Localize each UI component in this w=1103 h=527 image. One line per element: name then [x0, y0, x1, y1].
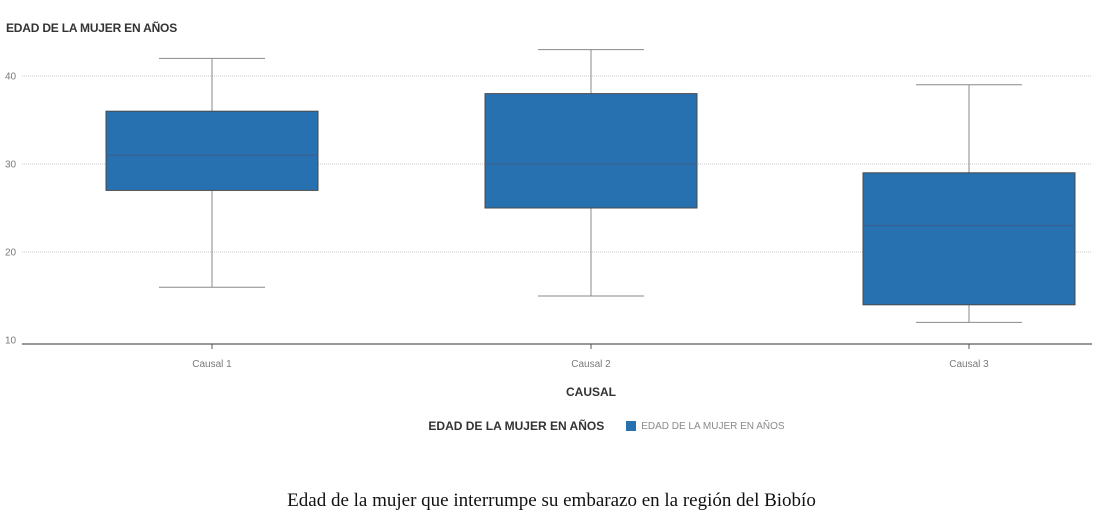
iqr-box: [484, 93, 698, 209]
legend-item-label[interactable]: EDAD DE LA MUJER EN AÑOS: [641, 420, 785, 432]
figure-caption: Edad de la mujer que interrumpe su embar…: [287, 490, 816, 511]
legend-swatch[interactable]: [626, 421, 637, 431]
y-tick-label: 10: [5, 336, 17, 347]
y-tick-label: 40: [5, 72, 17, 83]
box-plot-chart: 10 20 30 40 Causal 1 Causal 2 Causal 3 CAUSAL: [5, 49, 1092, 399]
y-axis-title: EDAD DE LA MUJER EN AÑOS: [6, 21, 177, 35]
legend: EDAD DE LA MUJER EN AÑOS EDAD DE LA MUJE…: [0, 419, 1103, 433]
x-axis-ticks: Causal 1 Causal 2 Causal 3: [192, 344, 989, 370]
x-tick-label: Causal 3: [949, 359, 989, 370]
iqr-box: [105, 110, 319, 191]
x-tick-label: Causal 1: [192, 359, 232, 370]
boxes: [105, 49, 1076, 323]
box-2: [484, 49, 698, 297]
box-3: [862, 84, 1076, 323]
x-tick-label: Causal 2: [571, 359, 611, 370]
x-axis-title: CAUSAL: [566, 385, 616, 399]
legend-title: EDAD DE LA MUJER EN AÑOS: [428, 419, 605, 433]
y-tick-label: 20: [5, 248, 17, 259]
y-axis-ticks: 10 20 30 40: [5, 72, 17, 347]
box-1: [105, 57, 319, 288]
iqr-box: [862, 172, 1076, 306]
y-tick-label: 30: [5, 160, 17, 171]
